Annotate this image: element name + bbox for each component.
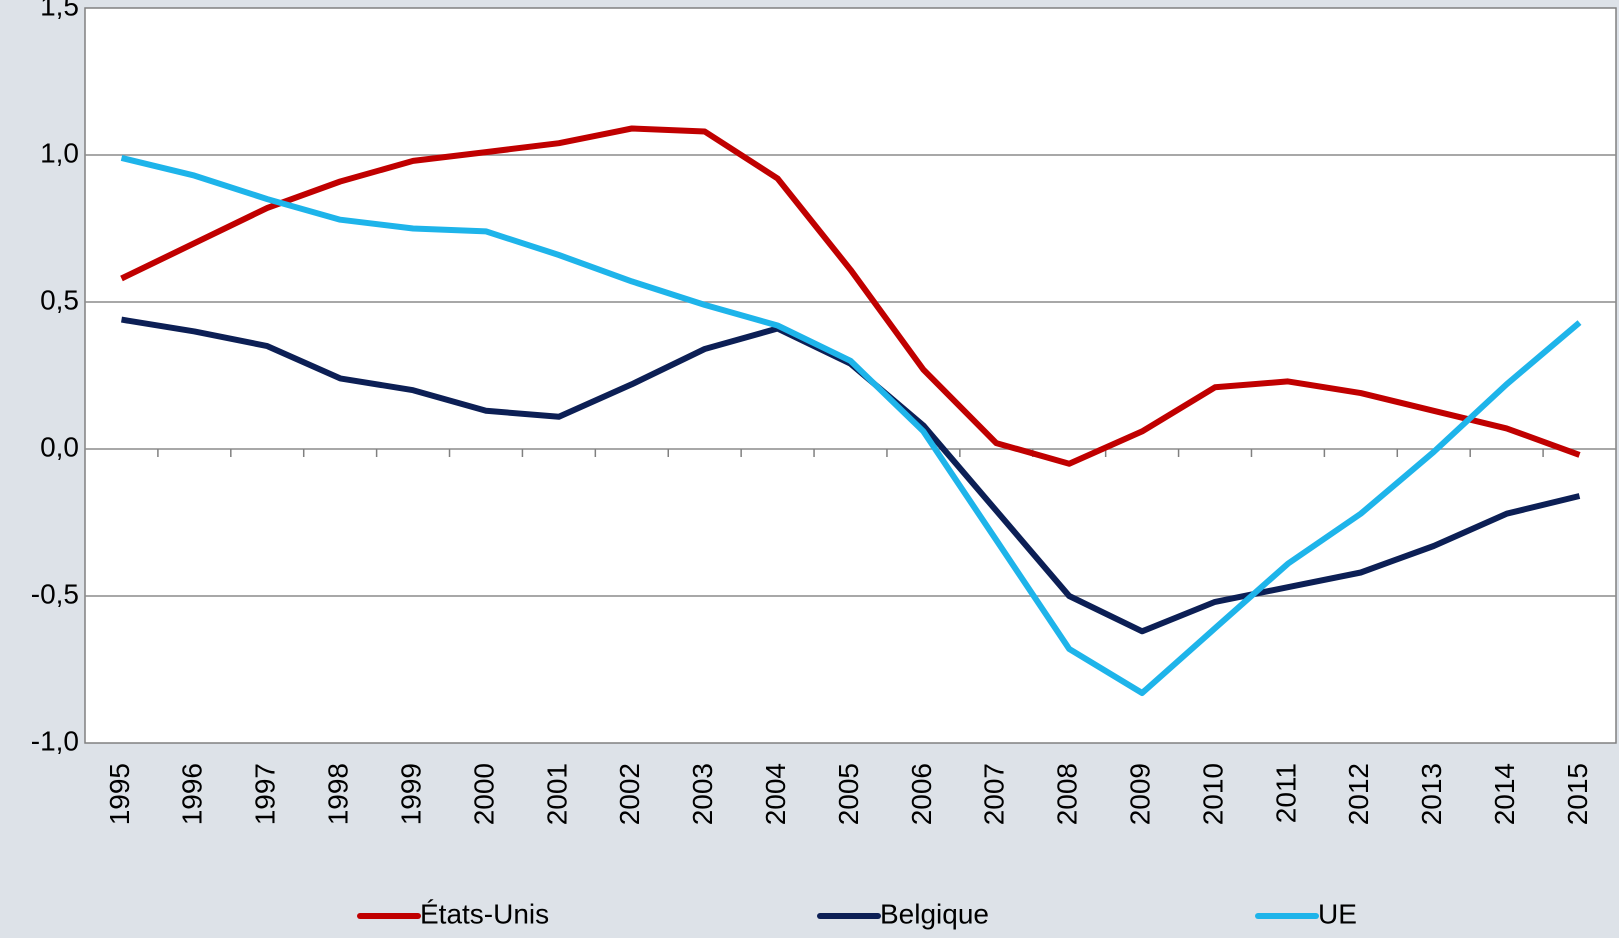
y-tick-label: -1,0 <box>31 725 79 756</box>
y-tick-label: 1,0 <box>40 137 79 168</box>
y-tick-label: 0,5 <box>40 284 79 315</box>
x-tick-label: 2012 <box>1343 763 1374 825</box>
legend-label: Belgique <box>880 898 989 929</box>
x-tick-label: 2007 <box>979 763 1010 825</box>
series-line <box>120 154 1582 696</box>
x-tick-label: 2011 <box>1270 763 1301 823</box>
y-tick-label: 0,0 <box>40 431 79 462</box>
x-tick-label: 2015 <box>1562 763 1593 825</box>
x-tick-label: 2008 <box>1052 763 1083 825</box>
x-tick-label: 2013 <box>1416 763 1447 825</box>
legend-label: États-Unis <box>420 898 549 929</box>
y-tick-label: -0,5 <box>31 578 79 609</box>
x-tick-label: 1996 <box>177 763 208 825</box>
x-tick-label: 2003 <box>687 763 718 825</box>
x-tick-label: 1999 <box>395 763 426 825</box>
x-tick-label: 2010 <box>1197 763 1228 825</box>
x-tick-label: 2000 <box>468 763 499 825</box>
x-tick-label: 2009 <box>1125 763 1156 825</box>
x-tick-label: 2002 <box>614 763 645 825</box>
plot-area <box>84 7 1617 744</box>
x-tick-label: 2005 <box>833 763 864 825</box>
x-tick-label: 2001 <box>541 763 572 825</box>
x-tick-label: 1998 <box>323 763 354 825</box>
x-tick-label: 1995 <box>104 763 135 825</box>
legend-label: UE <box>1318 898 1357 929</box>
y-tick-label: 1,5 <box>40 0 79 21</box>
x-tick-label: 2014 <box>1489 763 1520 825</box>
x-tick-label: 1997 <box>250 763 281 825</box>
x-tick-label: 2004 <box>760 763 791 825</box>
x-tick-label: 2006 <box>906 763 937 825</box>
series-line <box>120 125 1581 467</box>
